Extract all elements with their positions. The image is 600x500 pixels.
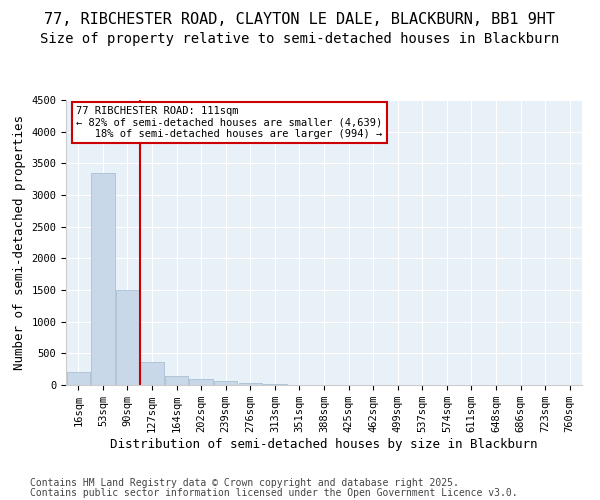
Bar <box>214 381 238 385</box>
Text: Contains HM Land Registry data © Crown copyright and database right 2025.: Contains HM Land Registry data © Crown c… <box>30 478 459 488</box>
Bar <box>116 290 139 385</box>
Text: Size of property relative to semi-detached houses in Blackburn: Size of property relative to semi-detach… <box>40 32 560 46</box>
Bar <box>165 376 188 385</box>
Text: 77 RIBCHESTER ROAD: 111sqm
← 82% of semi-detached houses are smaller (4,639)
   : 77 RIBCHESTER ROAD: 111sqm ← 82% of semi… <box>76 106 383 139</box>
Bar <box>239 383 262 385</box>
Bar <box>67 372 90 385</box>
Bar <box>263 384 287 385</box>
Bar <box>140 362 164 385</box>
X-axis label: Distribution of semi-detached houses by size in Blackburn: Distribution of semi-detached houses by … <box>110 438 538 451</box>
Text: Contains public sector information licensed under the Open Government Licence v3: Contains public sector information licen… <box>30 488 518 498</box>
Y-axis label: Number of semi-detached properties: Number of semi-detached properties <box>13 115 26 370</box>
Bar <box>91 173 115 385</box>
Text: 77, RIBCHESTER ROAD, CLAYTON LE DALE, BLACKBURN, BB1 9HT: 77, RIBCHESTER ROAD, CLAYTON LE DALE, BL… <box>44 12 556 28</box>
Bar <box>190 380 213 385</box>
